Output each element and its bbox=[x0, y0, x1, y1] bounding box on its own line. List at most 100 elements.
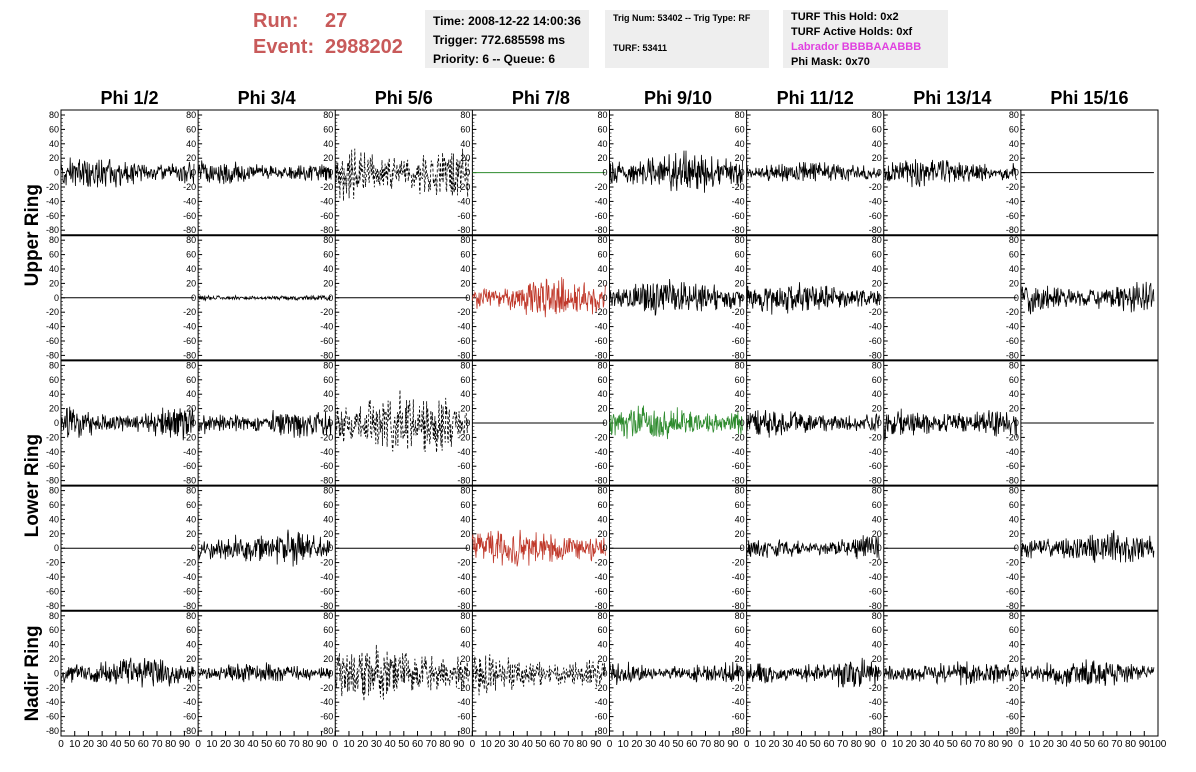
y-tick-label: 20 bbox=[186, 404, 196, 414]
x-tick-label: 60 bbox=[138, 739, 150, 750]
y-tick-label: -40 bbox=[183, 196, 196, 206]
y-tick-label: -40 bbox=[869, 447, 882, 457]
y-tick-label: 40 bbox=[460, 389, 470, 399]
trig-info-box: Trig Num: 53402 -- Trig Type: RF TURF: 5… bbox=[605, 10, 769, 68]
y-tick-label: -60 bbox=[320, 712, 333, 722]
y-tick-label: -40 bbox=[46, 697, 59, 707]
y-tick-label: -40 bbox=[320, 196, 333, 206]
y-tick-label: 0 bbox=[1014, 668, 1019, 678]
y-tick-label: 80 bbox=[323, 611, 333, 621]
y-tick-label: -40 bbox=[869, 572, 882, 582]
y-tick-label: 60 bbox=[460, 250, 470, 260]
y-tick-label: 60 bbox=[597, 375, 607, 385]
x-tick-label: 40 bbox=[1070, 739, 1082, 750]
y-tick-label: 40 bbox=[735, 514, 745, 524]
y-tick-label: 0 bbox=[328, 543, 333, 553]
y-tick-label: -80 bbox=[46, 225, 59, 235]
y-tick-label: 40 bbox=[49, 264, 59, 274]
y-tick-label: -80 bbox=[320, 601, 333, 611]
y-tick-label: -60 bbox=[183, 211, 196, 221]
y-tick-label: 60 bbox=[186, 124, 196, 134]
y-tick-label: -60 bbox=[1006, 336, 1019, 346]
y-tick-label: 40 bbox=[872, 264, 882, 274]
y-tick-label: -40 bbox=[183, 447, 196, 457]
y-tick-label: -60 bbox=[457, 336, 470, 346]
y-tick-label: 0 bbox=[740, 668, 745, 678]
y-tick-label: -60 bbox=[183, 712, 196, 722]
y-tick-label: 0 bbox=[877, 543, 882, 553]
ring-label: Nadir Ring bbox=[22, 625, 43, 721]
column-header: Phi 9/10 bbox=[644, 88, 712, 108]
y-tick-label: -60 bbox=[1006, 586, 1019, 596]
y-tick-label: -80 bbox=[594, 350, 607, 360]
y-tick-label: 80 bbox=[597, 110, 607, 120]
y-tick-label: 20 bbox=[323, 153, 333, 163]
y-tick-label: -20 bbox=[183, 558, 196, 568]
y-tick-label: 0 bbox=[54, 418, 59, 428]
y-tick-label: 80 bbox=[597, 486, 607, 496]
x-tick-label: 60 bbox=[549, 739, 561, 750]
y-tick-label: -40 bbox=[869, 196, 882, 206]
ring-label: Upper Ring bbox=[22, 184, 43, 286]
y-tick-label: 0 bbox=[191, 418, 196, 428]
x-tick-label: 80 bbox=[165, 739, 177, 750]
y-tick-label: -80 bbox=[46, 601, 59, 611]
y-tick-label: -20 bbox=[320, 683, 333, 693]
y-tick-label: 60 bbox=[1009, 625, 1019, 635]
priority-text: Priority: 6 -- Queue: 6 bbox=[433, 52, 556, 66]
x-tick-label: 80 bbox=[988, 739, 1000, 750]
y-tick-label: 20 bbox=[1009, 654, 1019, 664]
x-tick-label: 40 bbox=[110, 739, 122, 750]
y-tick-label: -40 bbox=[320, 447, 333, 457]
labrador-text: Labrador BBBBAAABBB bbox=[791, 41, 922, 53]
y-tick-label: -80 bbox=[1006, 350, 1019, 360]
y-tick-label: 20 bbox=[186, 153, 196, 163]
y-tick-label: 80 bbox=[872, 360, 882, 370]
y-tick-label: 0 bbox=[1014, 543, 1019, 553]
column-header: Phi 11/12 bbox=[777, 88, 854, 108]
trig-num-text: Trig Num: 53402 -- Trig Type: RF bbox=[613, 13, 751, 23]
y-tick-label: 60 bbox=[597, 250, 607, 260]
x-tick-label: 20 bbox=[631, 739, 643, 750]
y-tick-label: 60 bbox=[323, 500, 333, 510]
y-tick-label: -40 bbox=[1006, 697, 1019, 707]
y-tick-label: 80 bbox=[323, 110, 333, 120]
x-tick-label: 80 bbox=[439, 739, 451, 750]
y-tick-label: 80 bbox=[872, 611, 882, 621]
y-tick-label: 40 bbox=[872, 389, 882, 399]
y-tick-label: -80 bbox=[869, 601, 882, 611]
y-tick-label: 20 bbox=[872, 278, 882, 288]
y-tick-label: -20 bbox=[594, 182, 607, 192]
y-tick-label: 0 bbox=[54, 543, 59, 553]
y-tick-label: 0 bbox=[1014, 168, 1019, 178]
y-tick-label: -80 bbox=[320, 726, 333, 736]
time-text: Time: 2008-12-22 14:00:36 bbox=[433, 14, 581, 28]
y-tick-label: 40 bbox=[597, 640, 607, 650]
x-tick-label: 70 bbox=[1111, 739, 1123, 750]
y-tick-label: -60 bbox=[594, 461, 607, 471]
waveform-trace bbox=[1020, 659, 1155, 687]
y-tick-label: -80 bbox=[320, 350, 333, 360]
y-tick-label: 20 bbox=[1009, 278, 1019, 288]
x-tick-label: 70 bbox=[426, 739, 438, 750]
y-tick-label: -40 bbox=[732, 196, 745, 206]
y-tick-label: -60 bbox=[869, 586, 882, 596]
y-tick-label: 40 bbox=[735, 389, 745, 399]
y-tick-label: -60 bbox=[594, 586, 607, 596]
y-tick-label: 20 bbox=[872, 654, 882, 664]
y-tick-label: -40 bbox=[457, 572, 470, 582]
y-tick-label: -40 bbox=[46, 196, 59, 206]
y-tick-label: 80 bbox=[186, 611, 196, 621]
y-tick-label: -60 bbox=[46, 461, 59, 471]
y-tick-label: -80 bbox=[457, 476, 470, 486]
waveform-trace bbox=[746, 161, 880, 182]
y-tick-label: -80 bbox=[46, 476, 59, 486]
x-tick-label: 90 bbox=[590, 739, 602, 750]
y-tick-label: -80 bbox=[732, 476, 745, 486]
x-tick-label: 40 bbox=[659, 739, 671, 750]
waveform-trace bbox=[197, 662, 332, 683]
y-tick-label: 40 bbox=[186, 640, 196, 650]
y-tick-label: -40 bbox=[183, 322, 196, 332]
y-tick-label: 80 bbox=[597, 235, 607, 245]
